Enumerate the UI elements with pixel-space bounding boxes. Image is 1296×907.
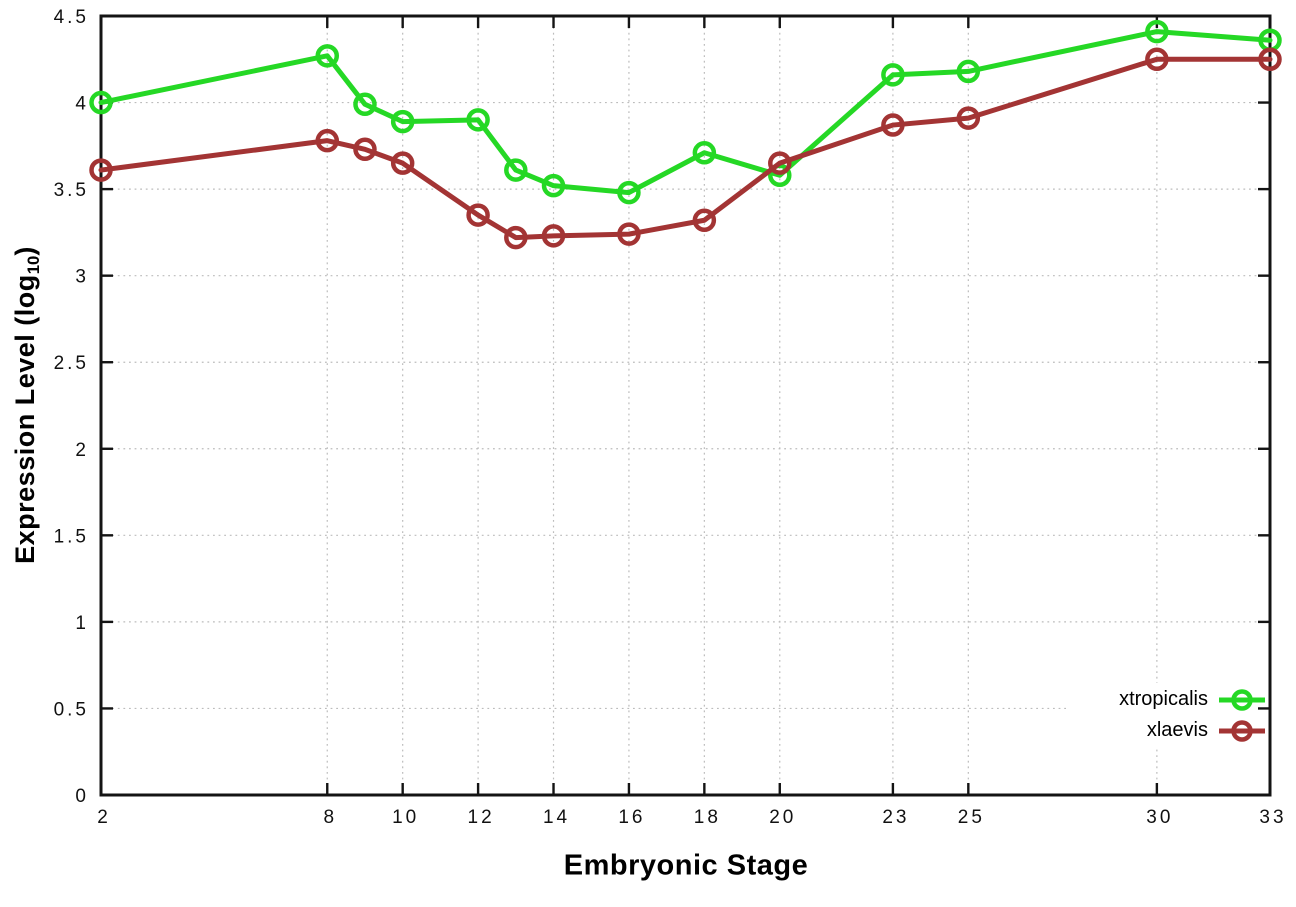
data-point-xtropicalis-stage-13 [504,158,528,182]
x-tick-label: 2 [97,807,111,828]
data-point-xlaevis-stage-30 [1145,47,1169,72]
y-tick-label: 3 [75,267,89,288]
legend-item-xtropicalis: xtropicalis [1000,684,1268,715]
x-tick-label: 33 [1259,807,1286,828]
legend-label-xlaevis: xlaevis [1146,719,1208,741]
data-point-xtropicalis-stage-10 [390,109,415,134]
data-point-xlaevis-stage-2 [89,158,113,182]
data-point-xlaevis-stage-23 [881,113,905,137]
series-xtropicalis [89,19,1282,205]
gridlines [101,16,1271,795]
data-point-xtropicalis-stage-16 [617,180,641,205]
x-tick-label: 12 [468,807,495,828]
y-tick-label: 0 [75,786,89,807]
data-point-xtropicalis-stage-30 [1145,19,1169,44]
data-point-xlaevis-stage-14 [541,224,566,248]
y-tick-label: 2 [75,440,89,461]
series-line-xtropicalis [98,29,1273,196]
series-line-xlaevis [98,56,1273,241]
data-point-xlaevis-stage-8 [315,128,340,153]
y-tick-label: 1 [75,613,89,634]
data-point-xtropicalis-stage-18 [692,141,717,165]
y-axis-title: Expression Level (log10) [10,246,44,564]
x-tick-label: 14 [543,807,570,828]
y-tick-label: 4 [75,94,89,115]
x-tick-label: 16 [618,807,645,828]
data-point-xtropicalis-stage-9 [353,92,377,117]
x-tick-label: 30 [1146,807,1173,828]
legend-label-xtropicalis: xtropicalis [1119,688,1208,710]
data-point-xtropicalis-stage-2 [89,90,113,115]
data-point-xlaevis-stage-13 [504,225,528,250]
x-tick-label: 25 [958,807,985,828]
data-point-xlaevis-stage-12 [466,203,490,227]
y-tick-label: 1.5 [54,526,89,547]
y-tick-label: 2.5 [54,353,89,374]
legend-item-xlaevis: xlaevis [1000,715,1268,746]
data-point-xlaevis-stage-16 [617,222,641,246]
legend-background [1066,683,1258,747]
x-tick-label: 23 [882,807,909,828]
legend-sample-line-icon [1219,719,1265,742]
x-tick-label: 18 [694,807,721,828]
data-point-xtropicalis-stage-23 [881,63,905,87]
y-tick-label: 4.5 [54,7,89,28]
data-point-xlaevis-stage-33 [1258,47,1282,72]
x-tick-label: 20 [769,807,796,828]
data-point-xlaevis-stage-9 [353,137,377,162]
data-point-xlaevis-stage-20 [768,151,792,175]
data-point-xtropicalis-stage-12 [466,108,490,132]
series-xlaevis [89,47,1282,250]
data-point-xtropicalis-stage-25 [956,59,981,84]
legend-sample-line-icon [1219,688,1265,711]
tick-labels: 2 8 10 12 14 16 18 20 23 25 30 33 0 0.5 1 1.5 2 2.5 3 3.5 4 4… [54,7,1286,828]
tick-marks [99,14,1272,797]
data-point-xlaevis-stage-25 [956,106,981,130]
x-tick-label: 10 [392,807,419,828]
legend: xtropicalis xlaevis [1000,684,1268,746]
y-axis-title-subscript: 10 [23,255,43,275]
x-tick-label: 8 [323,807,337,828]
data-point-xlaevis-stage-18 [692,208,717,233]
y-axis-title-prefix: Expression Level (log [10,274,41,564]
plot-border [99,14,1272,797]
data-point-xlaevis-stage-10 [390,151,415,175]
y-axis-title-suffix: ) [10,246,41,256]
y-tick-label: 3.5 [54,180,89,201]
data-point-xtropicalis-stage-8 [315,44,340,68]
x-axis-title: Embryonic Stage [563,849,809,882]
y-tick-label: 0.5 [54,699,89,720]
data-point-xtropicalis-stage-14 [541,173,566,198]
